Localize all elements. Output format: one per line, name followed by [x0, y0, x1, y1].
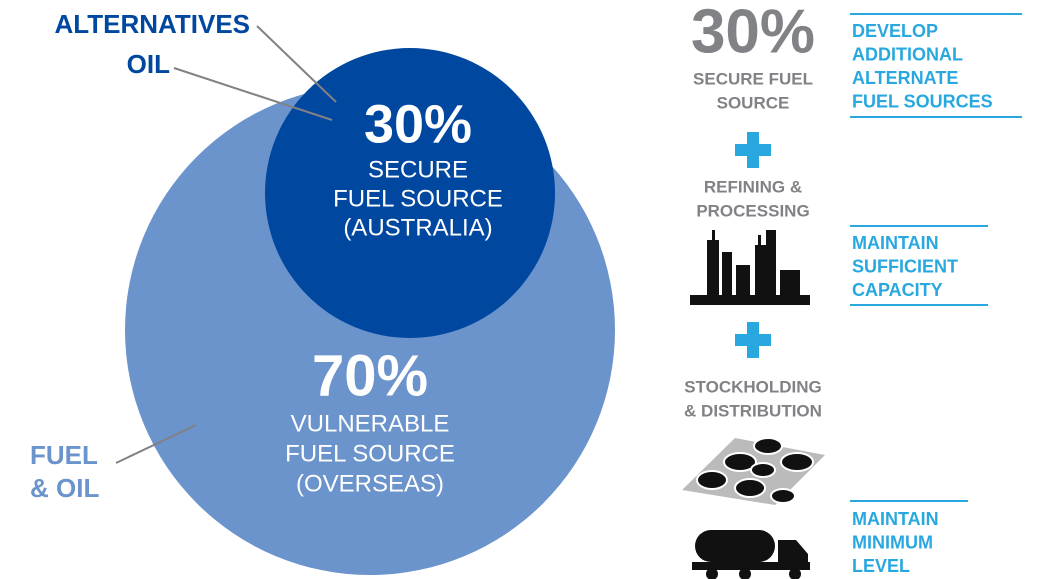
step-text: STOCKHOLDING	[684, 377, 822, 396]
inner-text: SECURE	[368, 156, 468, 183]
action-text: SUFFICIENT	[852, 256, 958, 276]
plus-signs	[735, 132, 771, 358]
main-text: FUEL SOURCE	[285, 440, 455, 467]
action-text: MAINTAIN	[852, 233, 939, 253]
inner-circle	[265, 48, 555, 338]
oil-label: OIL	[127, 49, 170, 79]
inner-text: (AUSTRALIA)	[343, 214, 492, 241]
action-rules	[850, 13, 1022, 502]
action-text: FUEL SOURCES	[852, 91, 993, 111]
action-text: ALTERNATE	[852, 68, 958, 88]
fuel-label: FUEL	[30, 440, 98, 470]
step-text: PROCESSING	[696, 201, 809, 220]
action-text: MAINTAIN	[852, 509, 939, 529]
action-text: CAPACITY	[852, 280, 943, 300]
truck-icon	[692, 530, 810, 579]
fuel-label: & OIL	[30, 473, 99, 503]
tanks-icon	[682, 437, 825, 505]
action-text: ADDITIONAL	[852, 44, 963, 64]
action-text: LEVEL	[852, 556, 910, 576]
step-text: SECURE FUEL	[693, 69, 813, 88]
inner-percent: 30%	[364, 94, 472, 154]
action-text: DEVELOP	[852, 21, 938, 41]
step-percent: 30%	[691, 0, 815, 66]
step-text: & DISTRIBUTION	[684, 401, 822, 420]
action-text: MINIMUM	[852, 532, 933, 552]
refinery-icon	[690, 230, 810, 305]
step-text: SOURCE	[717, 93, 790, 112]
inner-text: FUEL SOURCE	[333, 185, 503, 212]
main-text: VULNERABLE	[291, 410, 450, 437]
main-text: (OVERSEAS)	[296, 470, 444, 497]
step-text: REFINING &	[704, 177, 802, 196]
main-percent: 70%	[312, 343, 428, 408]
alternatives-label: ALTERNATIVES	[55, 9, 250, 39]
leader-lines	[115, 25, 337, 464]
